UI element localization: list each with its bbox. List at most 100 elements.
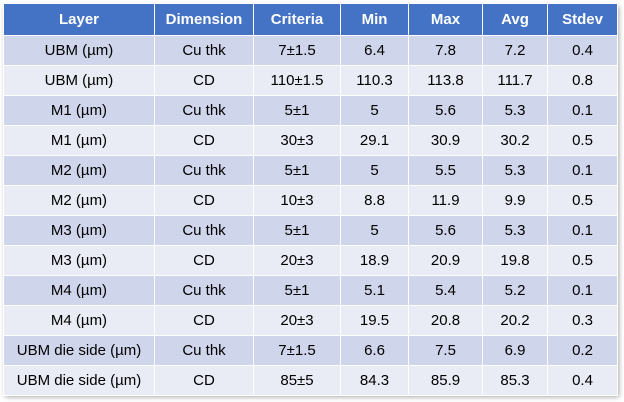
- table-row: M4 (µm) Cu thk 5±1 5.1 5.4 5.2 0.1: [3, 275, 618, 306]
- cell-dimension: CD: [154, 185, 254, 216]
- cell-layer: M2 (µm): [3, 185, 155, 216]
- cell-avg: 7.2: [482, 35, 548, 66]
- cell-stdev: 0.3: [547, 305, 618, 336]
- cell-min: 5.1: [340, 275, 409, 306]
- cell-criteria: 5±1: [253, 215, 341, 246]
- cell-avg: 5.3: [482, 95, 548, 126]
- cell-max: 7.5: [408, 335, 483, 366]
- cell-dimension: Cu thk: [154, 35, 254, 66]
- cell-avg: 111.7: [482, 65, 548, 96]
- cell-avg: 20.2: [482, 305, 548, 336]
- cell-min: 19.5: [340, 305, 409, 336]
- cell-min: 29.1: [340, 125, 409, 156]
- table-row: M1 (µm) Cu thk 5±1 5 5.6 5.3 0.1: [3, 95, 618, 126]
- cell-criteria: 5±1: [253, 155, 341, 186]
- cell-dimension: Cu thk: [154, 95, 254, 126]
- cell-dimension: Cu thk: [154, 215, 254, 246]
- cell-criteria: 5±1: [253, 275, 341, 306]
- header-criteria: Criteria: [253, 3, 341, 36]
- cell-layer: M4 (µm): [3, 275, 155, 306]
- header-layer: Layer: [3, 3, 155, 36]
- cell-min: 5: [340, 155, 409, 186]
- cell-layer: M3 (µm): [3, 215, 155, 246]
- cell-stdev: 0.4: [547, 35, 618, 66]
- table-row: M2 (µm) Cu thk 5±1 5 5.5 5.3 0.1: [3, 155, 618, 186]
- cell-dimension: CD: [154, 305, 254, 336]
- cell-max: 30.9: [408, 125, 483, 156]
- cell-dimension: Cu thk: [154, 335, 254, 366]
- table-body: UBM (µm) Cu thk 7±1.5 6.4 7.8 7.2 0.4 UB…: [3, 35, 618, 396]
- header-avg: Avg: [482, 3, 548, 36]
- cell-stdev: 0.4: [547, 365, 618, 396]
- cell-layer: M1 (µm): [3, 125, 155, 156]
- cell-min: 6.6: [340, 335, 409, 366]
- cell-dimension: CD: [154, 125, 254, 156]
- header-max: Max: [408, 3, 483, 36]
- cell-criteria: 20±3: [253, 305, 341, 336]
- cell-max: 11.9: [408, 185, 483, 216]
- cell-min: 110.3: [340, 65, 409, 96]
- cell-max: 5.6: [408, 215, 483, 246]
- table-row: UBM (µm) Cu thk 7±1.5 6.4 7.8 7.2 0.4: [3, 35, 618, 66]
- cell-stdev: 0.1: [547, 275, 618, 306]
- cell-layer: M4 (µm): [3, 305, 155, 336]
- cell-stdev: 0.5: [547, 185, 618, 216]
- cell-layer: UBM die side (µm): [3, 365, 155, 396]
- table-frame: Layer Dimension Criteria Min Max Avg Std…: [3, 3, 618, 396]
- cell-stdev: 0.2: [547, 335, 618, 366]
- cell-min: 5: [340, 95, 409, 126]
- cell-dimension: Cu thk: [154, 275, 254, 306]
- cell-criteria: 30±3: [253, 125, 341, 156]
- table-row: M2 (µm) CD 10±3 8.8 11.9 9.9 0.5: [3, 185, 618, 216]
- cell-stdev: 0.5: [547, 125, 618, 156]
- table-row: UBM die side (µm) Cu thk 7±1.5 6.6 7.5 6…: [3, 335, 618, 366]
- cell-max: 7.8: [408, 35, 483, 66]
- cell-dimension: CD: [154, 65, 254, 96]
- table-row: UBM die side (µm) CD 85±5 84.3 85.9 85.3…: [3, 365, 618, 396]
- header-row: Layer Dimension Criteria Min Max Avg Std…: [3, 3, 618, 36]
- cell-criteria: 7±1.5: [253, 35, 341, 66]
- cell-max: 5.5: [408, 155, 483, 186]
- cell-avg: 5.3: [482, 215, 548, 246]
- table-header: Layer Dimension Criteria Min Max Avg Std…: [3, 3, 618, 36]
- cell-max: 20.9: [408, 245, 483, 276]
- cell-max: 5.6: [408, 95, 483, 126]
- table-row: UBM (µm) CD 110±1.5 110.3 113.8 111.7 0.…: [3, 65, 618, 96]
- measurement-table: Layer Dimension Criteria Min Max Avg Std…: [3, 3, 618, 396]
- cell-dimension: CD: [154, 365, 254, 396]
- cell-stdev: 0.8: [547, 65, 618, 96]
- cell-min: 8.8: [340, 185, 409, 216]
- table-row: M3 (µm) Cu thk 5±1 5 5.6 5.3 0.1: [3, 215, 618, 246]
- cell-max: 5.4: [408, 275, 483, 306]
- cell-min: 5: [340, 215, 409, 246]
- cell-dimension: Cu thk: [154, 155, 254, 186]
- cell-criteria: 10±3: [253, 185, 341, 216]
- cell-avg: 30.2: [482, 125, 548, 156]
- cell-layer: M1 (µm): [3, 95, 155, 126]
- header-stdev: Stdev: [547, 3, 618, 36]
- table-row: M1 (µm) CD 30±3 29.1 30.9 30.2 0.5: [3, 125, 618, 156]
- cell-layer: UBM die side (µm): [3, 335, 155, 366]
- cell-avg: 5.3: [482, 155, 548, 186]
- cell-stdev: 0.1: [547, 215, 618, 246]
- cell-avg: 5.2: [482, 275, 548, 306]
- cell-avg: 6.9: [482, 335, 548, 366]
- cell-dimension: CD: [154, 245, 254, 276]
- cell-layer: UBM (µm): [3, 65, 155, 96]
- header-dimension: Dimension: [154, 3, 254, 36]
- cell-avg: 9.9: [482, 185, 548, 216]
- cell-min: 18.9: [340, 245, 409, 276]
- header-min: Min: [340, 3, 409, 36]
- cell-avg: 19.8: [482, 245, 548, 276]
- cell-avg: 85.3: [482, 365, 548, 396]
- cell-max: 20.8: [408, 305, 483, 336]
- cell-criteria: 7±1.5: [253, 335, 341, 366]
- cell-max: 113.8: [408, 65, 483, 96]
- cell-stdev: 0.1: [547, 155, 618, 186]
- cell-criteria: 110±1.5: [253, 65, 341, 96]
- cell-layer: UBM (µm): [3, 35, 155, 66]
- cell-layer: M3 (µm): [3, 245, 155, 276]
- cell-criteria: 85±5: [253, 365, 341, 396]
- cell-criteria: 5±1: [253, 95, 341, 126]
- cell-min: 6.4: [340, 35, 409, 66]
